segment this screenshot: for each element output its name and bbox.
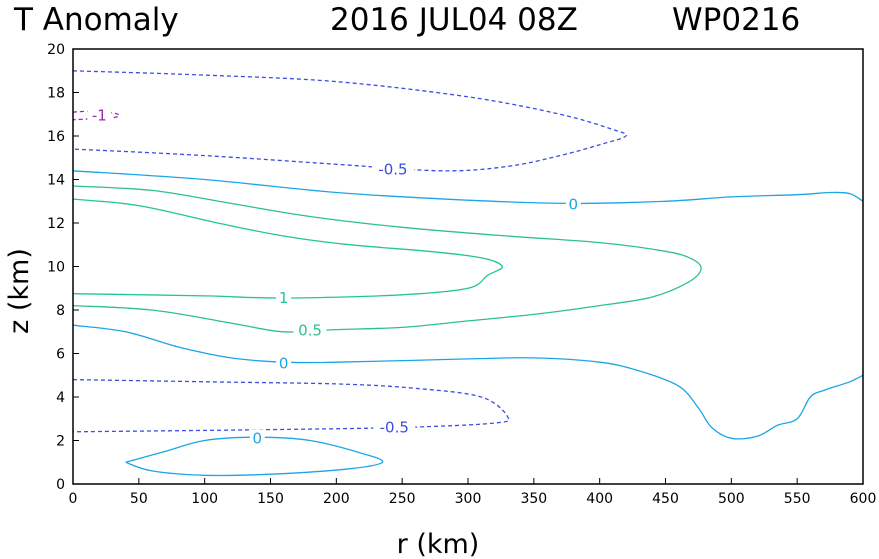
contour-label-bg [371,160,414,178]
y-tick-label: 10 [47,260,65,276]
y-tick-label: 12 [47,216,65,232]
x-tick-label: 450 [652,491,679,507]
y-tick-label: 4 [56,390,65,406]
contour-label: 1 [279,289,289,307]
x-tick-label: 500 [718,491,745,507]
contour-label: -0.5 [380,418,409,436]
contour-label-bg [249,429,265,447]
x-tick-label: 0 [69,491,78,507]
contour-line [72,378,510,433]
contour-label-bg [276,354,292,372]
y-tick-label: 18 [47,86,65,102]
contour-label-bg [565,195,581,213]
contour-label-bg [276,289,292,307]
chart-title: T Anomaly [13,2,179,38]
contour-label: 0 [569,196,579,214]
x-tick-label: 300 [455,491,482,507]
chart-timestamp: 2016 JUL04 08Z [330,2,578,38]
contour-label-bg [293,321,327,339]
contour-label: -0.5 [378,161,407,179]
y-tick-label: 6 [56,347,65,363]
contour-label: 0 [253,429,263,447]
plot-frame [72,48,864,485]
contour-label-bg [87,106,112,124]
x-tick-label: 100 [191,491,218,507]
contour-label: 0 [279,354,289,372]
contour-line [125,436,384,477]
y-tick-label: 16 [47,129,65,145]
x-tick-label: 50 [130,491,148,507]
contour-label: 0.5 [298,322,322,340]
storm-id: WP0216 [672,2,800,38]
contour-line [72,324,864,440]
x-tick-label: 200 [323,491,350,507]
y-tick-label: 20 [47,42,65,58]
y-tick-label: 8 [56,303,65,319]
x-tick-label: 400 [586,491,613,507]
y-tick-label: 14 [47,173,65,189]
contour-lines: -1 -0.5 -0.5 0 0 0 0.5 1 [72,70,864,477]
x-tick-label: 600 [850,491,877,507]
contour-label-bg [373,418,416,436]
x-tick-label: 550 [784,491,811,507]
contour-line [72,70,628,172]
y-axis-label: z (km) [4,248,35,334]
contour-line [72,170,864,205]
y-tick-label: 0 [56,477,65,493]
x-tick-label: 150 [257,491,284,507]
contour-label: -1 [92,106,107,124]
contour-line [72,198,503,299]
axis-ticks: 0 50 100 150 200 250 300 350 400 450 500 550 6000246… [47,42,876,507]
contour-line [72,185,702,333]
x-tick-label: 250 [389,491,416,507]
x-tick-label: 350 [520,491,547,507]
y-tick-label: 2 [56,434,65,450]
x-axis-label: r (km) [397,529,480,559]
